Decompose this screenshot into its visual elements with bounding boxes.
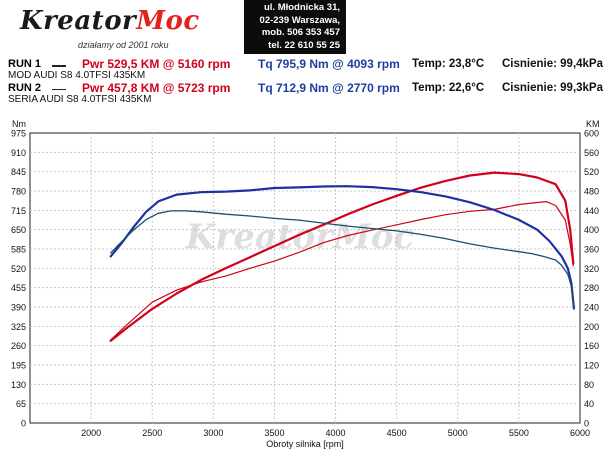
y-left-tick-label: 715 bbox=[11, 206, 26, 216]
y-left-tick-label: 975 bbox=[11, 129, 26, 139]
run-2-torque: Tq 712,9 Nm @ 2770 rpm bbox=[258, 81, 400, 95]
y-right-tick-label: 160 bbox=[584, 341, 599, 351]
series-line-torque-run-1 bbox=[109, 185, 576, 310]
watermark-logo: KreatorMoc bbox=[185, 217, 415, 257]
y-right-tick-label: 0 bbox=[584, 419, 589, 429]
x-tick-label: 4500 bbox=[387, 428, 407, 438]
run-1-temp: Temp: 23,8°C bbox=[412, 58, 485, 70]
logo-tagline: działamy od 2001 roku bbox=[78, 40, 169, 50]
run-2-label: RUN 2 bbox=[8, 82, 42, 94]
y-left-tick-label: 650 bbox=[11, 225, 26, 235]
y-left-tick-label: 260 bbox=[11, 341, 26, 351]
run-2-temp: Temp: 22,6°C bbox=[412, 82, 485, 94]
y-right-tick-label: 280 bbox=[584, 283, 599, 293]
y-left-tick-label: 845 bbox=[11, 167, 26, 177]
y-left-axis-label: Nm bbox=[12, 119, 26, 129]
y-right-tick-label: 520 bbox=[584, 167, 599, 177]
series-line-power-run-2 bbox=[110, 201, 574, 341]
y-left-tick-label: 65 bbox=[16, 399, 26, 409]
y-left-tick-label: 390 bbox=[11, 303, 26, 313]
y-right-tick-label: 360 bbox=[584, 245, 599, 255]
x-tick-label: 4000 bbox=[326, 428, 346, 438]
run-1-legend-swatch bbox=[52, 65, 66, 67]
logo-wordmark: KreatorMoc bbox=[20, 6, 200, 36]
series-line-torque-run-2 bbox=[110, 210, 575, 310]
x-tick-label: 2000 bbox=[81, 428, 101, 438]
plot-area bbox=[29, 132, 581, 424]
x-tick-label: 5500 bbox=[509, 428, 529, 438]
address-line: mob. 506 353 457 bbox=[261, 27, 340, 38]
run-2-name: SERIA AUDI S8 4.0TFSI 435KM bbox=[8, 94, 152, 105]
y-right-tick-label: 400 bbox=[584, 225, 599, 235]
y-right-tick-label: 80 bbox=[584, 380, 594, 390]
y-left-tick-label: 0 bbox=[21, 419, 26, 429]
brand-logo: KreatorMoc działamy od 2001 roku bbox=[8, 2, 214, 52]
y-right-tick-label: 320 bbox=[584, 264, 599, 274]
y-left-tick-label: 780 bbox=[11, 187, 26, 197]
run-1-power: Pwr 529,5 KM @ 5160 rpm bbox=[82, 57, 231, 71]
y-right-axis-label: KM bbox=[586, 119, 600, 129]
address-line: ul. Młodnicka 31, bbox=[263, 2, 340, 13]
run-2-power: Pwr 457,8 KM @ 5723 rpm bbox=[82, 81, 231, 95]
y-left-tick-label: 910 bbox=[11, 148, 26, 158]
x-tick-label: 3000 bbox=[203, 428, 223, 438]
y-right-tick-label: 200 bbox=[584, 322, 599, 332]
x-tick-label: 5000 bbox=[448, 428, 468, 438]
y-left-tick-label: 130 bbox=[11, 380, 26, 390]
address-line: tel. 22 610 55 25 bbox=[268, 39, 340, 51]
y-left-tick-label: 325 bbox=[11, 322, 26, 332]
y-left-tick-label: 455 bbox=[11, 283, 26, 293]
address-block: ul. Młodnicka 31, 02-239 Warszawa, mob. … bbox=[244, 0, 346, 54]
y-right-tick-label: 240 bbox=[584, 303, 599, 313]
y-right-tick-label: 480 bbox=[584, 187, 599, 197]
run-2-pressure: Cisnienie: 99,3kPa bbox=[502, 82, 603, 94]
run-1-label: RUN 1 bbox=[8, 58, 42, 70]
y-left-tick-label: 585 bbox=[11, 245, 26, 255]
y-right-tick-label: 560 bbox=[584, 148, 599, 158]
y-left-tick-label: 520 bbox=[11, 264, 26, 274]
y-left-tick-label: 195 bbox=[11, 361, 26, 371]
run-1-pressure: Cisnienie: 99,4kPa bbox=[502, 58, 603, 70]
x-tick-label: 3500 bbox=[264, 428, 284, 438]
run-1-torque: Tq 795,9 Nm @ 4093 rpm bbox=[258, 57, 400, 71]
report-header: KreatorMoc działamy od 2001 roku ul. Mło… bbox=[0, 0, 610, 56]
y-right-tick-label: 40 bbox=[584, 399, 594, 409]
y-right-tick-label: 120 bbox=[584, 361, 599, 371]
run-1-name: MOD AUDI S8 4.0TFSI 435KM bbox=[8, 70, 146, 81]
y-right-tick-label: 440 bbox=[584, 206, 599, 216]
x-tick-label: 2500 bbox=[142, 428, 162, 438]
x-tick-label: 6000 bbox=[570, 428, 590, 438]
y-right-tick-label: 600 bbox=[584, 129, 599, 139]
run-2-legend-swatch bbox=[52, 89, 66, 90]
x-axis-label: Obroty silnika [rpm] bbox=[266, 439, 344, 449]
address-line: 02-239 Warszawa, bbox=[259, 14, 340, 26]
